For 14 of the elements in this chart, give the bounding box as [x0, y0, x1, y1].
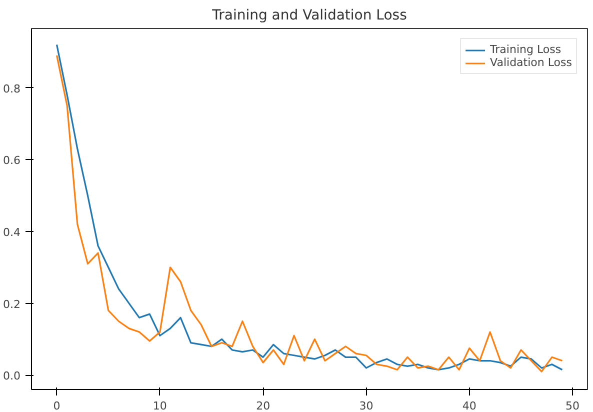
chart-title: Training and Validation Loss [211, 8, 407, 24]
x-tick-label: 0 [53, 400, 60, 412]
x-tick-label: 50 [566, 400, 580, 412]
y-tick-label: 0.6 [3, 154, 21, 168]
x-tick-label: 40 [462, 400, 476, 412]
y-tick-label: 0.0 [3, 370, 21, 383]
x-tick-label: 10 [152, 400, 167, 412]
x-tick-label: 30 [359, 400, 374, 412]
y-tick-label: 0.8 [3, 82, 21, 96]
y-tick-label: 0.4 [3, 226, 21, 239]
y-tick-label: 0.2 [3, 298, 21, 311]
legend-label: Validation Loss [490, 56, 572, 69]
x-tick-label: 20 [256, 400, 270, 412]
legend-label: Training Loss [490, 43, 562, 56]
